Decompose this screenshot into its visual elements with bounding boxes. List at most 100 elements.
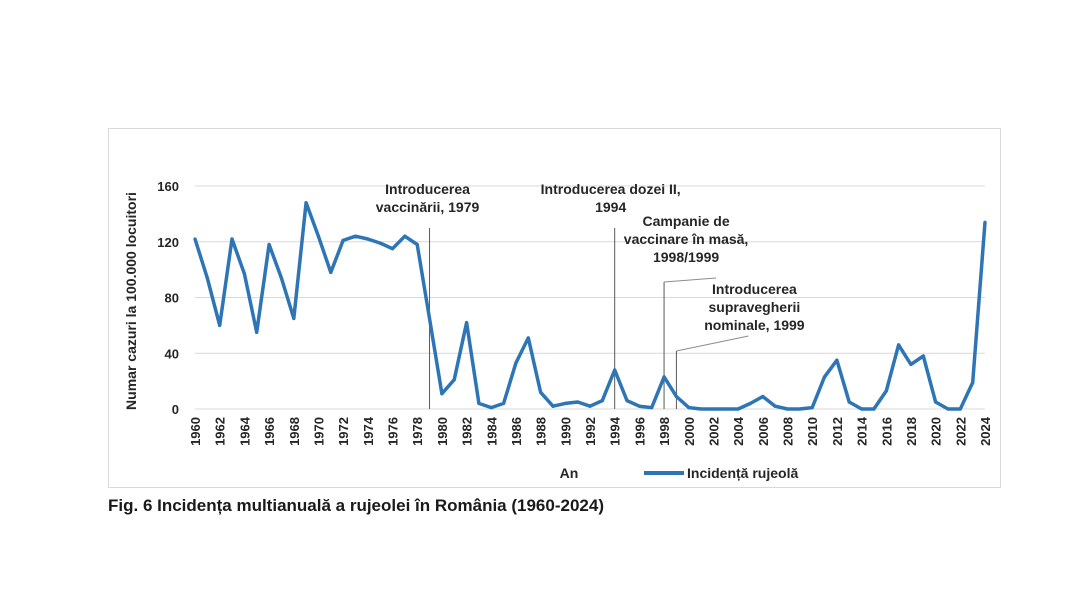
data-point [810,406,814,410]
x-tick-label: 1988 [534,417,549,446]
x-tick-label: 1990 [558,417,573,446]
data-point [946,407,950,411]
data-point [526,336,530,340]
x-tick-label: 1960 [188,417,203,446]
data-point [748,401,753,406]
data-point [736,407,740,411]
chart-frame: Introducerea vaccinării, 1979 Introducerea… [108,128,1001,488]
legend: Incidență rujeolă [644,465,798,481]
data-point [687,406,691,410]
legend-label: Incidență rujeolă [687,465,798,481]
data-point [292,316,296,321]
x-tick-label: 2002 [706,417,721,446]
data-point [316,234,321,238]
data-point [501,401,506,406]
data-point [625,399,629,403]
data-point [304,201,308,205]
data-point [378,241,382,245]
data-point [921,354,925,358]
data-point [711,407,716,411]
x-tick-label: 1974 [361,416,376,446]
annotation-label: Campanie de vaccinare în masă, 1998/1999 [624,213,749,265]
data-point [489,406,493,410]
x-tick-label: 2006 [756,417,771,446]
x-tick-label: 1978 [410,417,425,446]
y-tick-label: 160 [157,179,179,194]
x-tick-label: 1972 [336,417,351,446]
x-tick-label: 2020 [929,417,944,446]
x-tick-label: 1992 [583,417,598,446]
data-point [329,270,333,275]
x-tick-label: 1964 [237,416,252,446]
x-tick-label: 2008 [781,417,796,446]
data-point [822,375,827,379]
data-point [600,399,604,403]
x-tick-label: 2004 [731,416,746,446]
x-tick-label: 1996 [632,417,647,446]
x-tick-label: 1998 [657,417,672,446]
data-point [896,343,901,347]
data-point [934,400,938,404]
data-point [563,401,567,406]
x-tick-label: 2016 [879,417,894,446]
data-point [464,320,469,325]
annotation-leader-line [664,277,717,283]
x-tick-label: 1962 [213,417,228,446]
annotation-leader-line [676,335,749,352]
data-point [613,368,617,372]
data-point [761,394,765,399]
y-tick-label: 120 [157,235,179,250]
x-axis-title: An [560,465,579,481]
x-tick-label: 2000 [682,417,697,446]
x-tick-label: 2018 [904,417,919,446]
annotation-label: Introducerea supravegherii nominale, 1999 [704,281,805,333]
figure-caption: Fig. 6 Incidența multianuală a rujeolei … [108,496,604,515]
data-point [255,330,259,334]
data-point [514,361,518,365]
x-tick-label: 1976 [386,417,401,446]
data-point [551,404,555,408]
x-tick-label: 2022 [953,417,968,446]
data-point [588,404,592,408]
data-point [353,234,358,238]
data-point [859,407,864,411]
data-point [427,316,432,321]
y-tick-label: 40 [165,346,179,361]
annotation-label: Introducerea vaccinării, 1979 [376,181,480,215]
x-tick-label: 1986 [509,417,524,446]
data-point [699,407,703,411]
x-tick-label: 2024 [978,416,993,446]
data-point [724,407,728,411]
annotation-label: Introducerea dozei II, 1994 [541,181,681,215]
data-point [650,406,654,410]
data-point [205,276,209,280]
x-tick-label: 1980 [435,417,450,446]
y-axis-title: Numar cazuri la 100.000 locuitori [123,192,139,410]
data-point [477,401,481,406]
data-point [279,276,284,280]
y-tick-label: 80 [165,291,179,306]
data-point [872,407,876,411]
data-point [958,407,962,411]
data-point [785,407,790,411]
x-tick-label: 1984 [484,416,499,446]
data-point [193,237,197,241]
series-line [193,200,987,411]
data-point [847,400,851,404]
x-tick-label: 1968 [287,417,302,446]
data-point [341,238,345,242]
data-point [242,272,246,276]
data-point [773,404,777,408]
data-point [884,389,888,393]
data-point [218,323,222,327]
data-point [576,400,580,404]
data-point [230,237,234,241]
x-tick-label: 2010 [805,417,820,446]
data-point [366,237,370,241]
data-point [637,404,641,408]
data-point [674,394,679,399]
x-tick-label: 2012 [830,417,845,446]
data-point [452,378,456,382]
data-point [971,380,975,385]
data-point [267,242,271,247]
